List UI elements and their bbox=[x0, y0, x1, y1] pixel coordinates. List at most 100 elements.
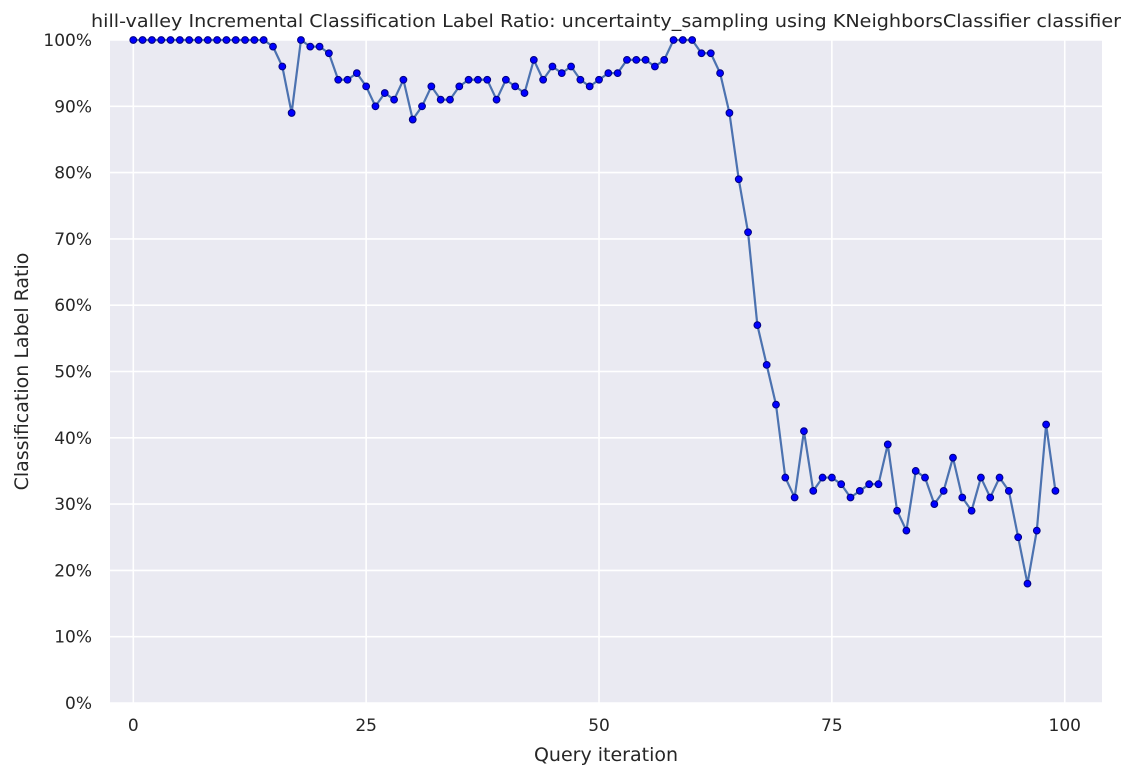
data-point bbox=[958, 493, 967, 502]
data-point bbox=[613, 69, 622, 78]
data-point bbox=[203, 36, 212, 44]
data-point bbox=[930, 500, 939, 509]
y-tick-label: 80% bbox=[54, 164, 92, 184]
data-point bbox=[166, 36, 175, 44]
data-point bbox=[250, 36, 259, 44]
y-tick-label: 90% bbox=[54, 97, 92, 117]
x-tick-label: 50 bbox=[588, 716, 610, 736]
data-point bbox=[697, 49, 706, 58]
y-tick-label: 50% bbox=[54, 363, 92, 383]
data-point bbox=[269, 42, 277, 51]
y-tick-label: 30% bbox=[54, 495, 92, 515]
data-point bbox=[222, 36, 231, 44]
data-point bbox=[427, 82, 436, 91]
data-point bbox=[241, 36, 249, 44]
data-point bbox=[138, 36, 147, 44]
tick-labels: 0% 10% 20% 30% 40% 50% 60% 70% 80% 90% 100% 0 25 50 75… bbox=[43, 31, 1081, 736]
data-point bbox=[921, 473, 929, 482]
data-point bbox=[287, 109, 296, 117]
y-tick-label: 20% bbox=[54, 561, 92, 581]
data-point bbox=[259, 36, 268, 44]
x-tick-label: 100 bbox=[1049, 716, 1081, 736]
data-point bbox=[902, 526, 911, 535]
data-point bbox=[548, 62, 557, 71]
data-point bbox=[800, 427, 808, 436]
data-point bbox=[855, 486, 864, 495]
y-tick-label: 40% bbox=[54, 429, 92, 449]
data-point bbox=[557, 69, 566, 78]
data-point bbox=[539, 75, 548, 84]
data-point bbox=[511, 82, 520, 91]
data-point bbox=[464, 75, 473, 84]
data-point bbox=[641, 55, 650, 64]
data-point bbox=[324, 49, 333, 58]
data-point bbox=[408, 115, 417, 124]
x-tick-label: 75 bbox=[821, 716, 843, 736]
data-point bbox=[753, 321, 762, 329]
data-point bbox=[911, 467, 920, 475]
data-point bbox=[660, 55, 669, 64]
data-point bbox=[343, 75, 352, 84]
x-axis-title: Query iteration bbox=[534, 744, 678, 766]
data-point bbox=[595, 75, 603, 84]
data-point bbox=[893, 506, 901, 515]
data-point bbox=[688, 36, 697, 44]
data-point bbox=[175, 36, 184, 44]
data-point bbox=[967, 506, 976, 515]
data-point bbox=[483, 75, 492, 84]
data-point bbox=[1051, 486, 1060, 495]
data-point bbox=[604, 69, 613, 78]
series-line-layer bbox=[133, 38, 1057, 585]
data-point bbox=[231, 36, 240, 44]
y-tick-label: 70% bbox=[54, 230, 92, 250]
data-point bbox=[1032, 526, 1041, 535]
data-point bbox=[623, 55, 631, 64]
chart-title: hill-valley Incremental Classification L… bbox=[91, 11, 1122, 32]
series-line bbox=[133, 38, 1057, 585]
data-point bbox=[977, 473, 985, 482]
data-point bbox=[213, 36, 222, 44]
data-point bbox=[362, 82, 371, 91]
data-point bbox=[678, 36, 687, 44]
y-tick-label: 100% bbox=[43, 31, 92, 51]
data-point bbox=[1023, 579, 1032, 588]
data-point bbox=[809, 486, 818, 495]
data-point bbox=[436, 95, 445, 104]
data-point bbox=[837, 480, 846, 489]
data-point bbox=[725, 109, 734, 117]
data-point bbox=[939, 486, 948, 495]
y-axis-title: Classification Label Ratio bbox=[11, 253, 33, 491]
data-point bbox=[576, 75, 585, 84]
data-point bbox=[148, 36, 156, 44]
data-point bbox=[706, 49, 715, 58]
data-point bbox=[371, 102, 380, 111]
data-point bbox=[501, 75, 510, 84]
data-point bbox=[986, 493, 995, 502]
data-point bbox=[380, 89, 389, 97]
data-point bbox=[474, 75, 482, 84]
data-point bbox=[995, 473, 1004, 482]
grid-lines bbox=[110, 39, 1102, 704]
data-point bbox=[306, 42, 315, 51]
data-point bbox=[772, 400, 780, 409]
data-point bbox=[632, 55, 641, 64]
data-point bbox=[399, 75, 408, 84]
data-point bbox=[669, 36, 678, 44]
x-tick-label: 25 bbox=[355, 716, 377, 736]
data-point bbox=[194, 36, 203, 44]
x-tick-label: 0 bbox=[128, 716, 139, 736]
data-point bbox=[567, 62, 575, 71]
y-tick-label: 60% bbox=[54, 296, 92, 316]
data-point bbox=[185, 36, 194, 44]
data-point bbox=[1042, 420, 1051, 429]
data-point bbox=[744, 228, 752, 237]
data-point bbox=[334, 75, 343, 84]
data-point bbox=[883, 440, 892, 449]
data-point bbox=[781, 473, 790, 482]
data-point bbox=[734, 175, 743, 184]
data-point bbox=[1014, 533, 1023, 542]
data-point bbox=[297, 36, 305, 44]
data-point bbox=[315, 42, 324, 51]
data-point bbox=[529, 55, 538, 64]
data-point bbox=[129, 36, 138, 44]
